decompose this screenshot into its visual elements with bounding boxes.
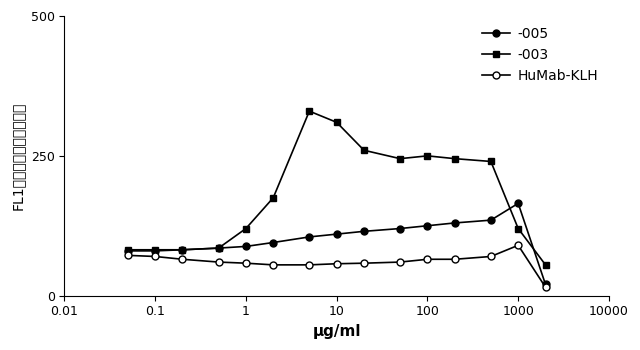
-005 — [242, 244, 250, 248]
-003 — [333, 120, 340, 124]
-005 — [333, 232, 340, 236]
-003 — [487, 159, 495, 163]
-005 — [396, 226, 404, 231]
-003 — [424, 154, 431, 158]
HuMab-KLH — [487, 254, 495, 259]
HuMab-KLH — [215, 260, 223, 264]
HuMab-KLH — [360, 261, 368, 265]
Y-axis label: FL1蛍光（恻意的な単位）: FL1蛍光（恻意的な単位） — [11, 102, 25, 210]
-005 — [215, 246, 223, 250]
-003 — [360, 148, 368, 152]
HuMab-KLH — [396, 260, 404, 264]
-003 — [151, 248, 159, 252]
HuMab-KLH — [424, 257, 431, 261]
-005 — [487, 218, 495, 222]
-003 — [215, 246, 223, 250]
HuMab-KLH — [451, 257, 459, 261]
HuMab-KLH — [515, 243, 522, 247]
HuMab-KLH — [242, 261, 250, 265]
-005 — [269, 240, 277, 245]
-003 — [179, 248, 186, 252]
X-axis label: μg/ml: μg/ml — [312, 324, 361, 339]
HuMab-KLH — [333, 262, 340, 266]
-005 — [179, 248, 186, 252]
HuMab-KLH — [179, 257, 186, 261]
Line: -003: -003 — [124, 108, 549, 268]
-005 — [515, 201, 522, 205]
-005 — [424, 224, 431, 228]
-003 — [124, 248, 132, 252]
-003 — [242, 226, 250, 231]
HuMab-KLH — [151, 254, 159, 259]
-003 — [269, 196, 277, 200]
HuMab-KLH — [124, 253, 132, 258]
-003 — [515, 226, 522, 231]
-003 — [305, 109, 313, 113]
-005 — [451, 221, 459, 225]
HuMab-KLH — [269, 263, 277, 267]
HuMab-KLH — [305, 263, 313, 267]
-005 — [541, 282, 549, 287]
-003 — [451, 156, 459, 161]
-003 — [541, 263, 549, 267]
-005 — [124, 249, 132, 253]
Line: HuMab-KLH: HuMab-KLH — [124, 242, 549, 291]
-003 — [396, 156, 404, 161]
-005 — [305, 235, 313, 239]
Legend: -005, -003, HuMab-KLH: -005, -003, HuMab-KLH — [478, 23, 602, 87]
-005 — [151, 249, 159, 253]
-005 — [360, 229, 368, 233]
Line: -005: -005 — [124, 200, 549, 288]
HuMab-KLH — [541, 285, 549, 289]
